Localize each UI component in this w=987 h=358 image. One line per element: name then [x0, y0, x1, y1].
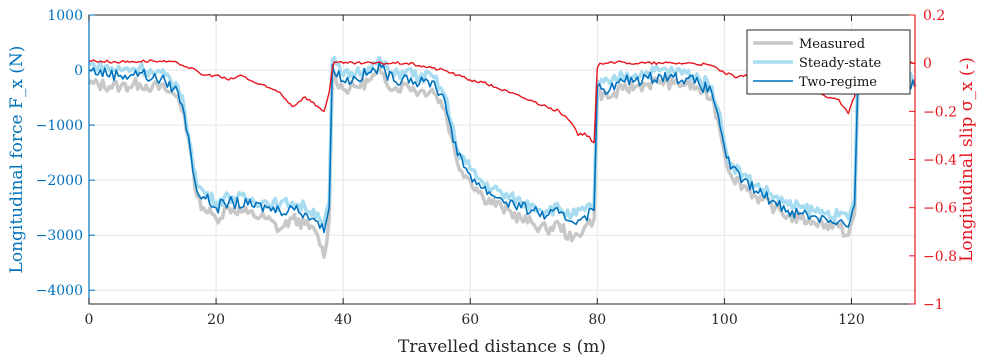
- left-axis-label: Longitudinal force F_x (N): [7, 46, 27, 274]
- legend-label: Two-regime: [799, 75, 877, 90]
- right-y-tick-label: −0.2: [923, 104, 957, 120]
- left-y-tick-label: 0: [74, 63, 83, 79]
- x-tick-label: 40: [334, 312, 352, 328]
- left-y-tick-label: −2000: [36, 173, 83, 189]
- right-y-tick-label: −0.8: [923, 249, 957, 265]
- x-tick-label: 0: [85, 312, 94, 328]
- legend: Measured Steady-state Two-regime: [746, 29, 911, 95]
- x-tick-label: 100: [711, 312, 738, 328]
- ticks: 0 20 40 60 80 100 120 1000 0 −1000 −2000 −3000 −4000…: [36, 8, 957, 328]
- series-line-measured: [87, 66, 917, 259]
- series-line-two-regime: [88, 62, 916, 234]
- x-tick-label: 80: [588, 312, 606, 328]
- x-tick-label: 120: [838, 312, 865, 328]
- left-y-tick-label: −3000: [36, 228, 83, 244]
- series-line-steady-state: [88, 55, 916, 226]
- right-y-tick-label: −0.4: [923, 153, 957, 169]
- right-y-tick-label: −1: [923, 297, 944, 313]
- legend-label: Measured: [799, 37, 865, 52]
- left-y-tick-label: −1000: [36, 118, 83, 134]
- series-layer: [87, 55, 917, 259]
- right-y-tick-label: 0: [923, 56, 932, 72]
- left-y-tick-label: 1000: [47, 8, 83, 24]
- x-tick-label: 60: [461, 312, 479, 328]
- right-axis-label: Longitudinal slip σ_x (-): [957, 57, 977, 262]
- right-y-tick-label: −0.6: [923, 201, 957, 217]
- right-y-tick-label: 0.2: [923, 8, 945, 24]
- x-tick-label: 20: [207, 312, 225, 328]
- legend-label: Steady-state: [799, 56, 882, 71]
- left-y-tick-label: −4000: [36, 283, 83, 299]
- x-axis-label: Travelled distance s (m): [398, 337, 606, 357]
